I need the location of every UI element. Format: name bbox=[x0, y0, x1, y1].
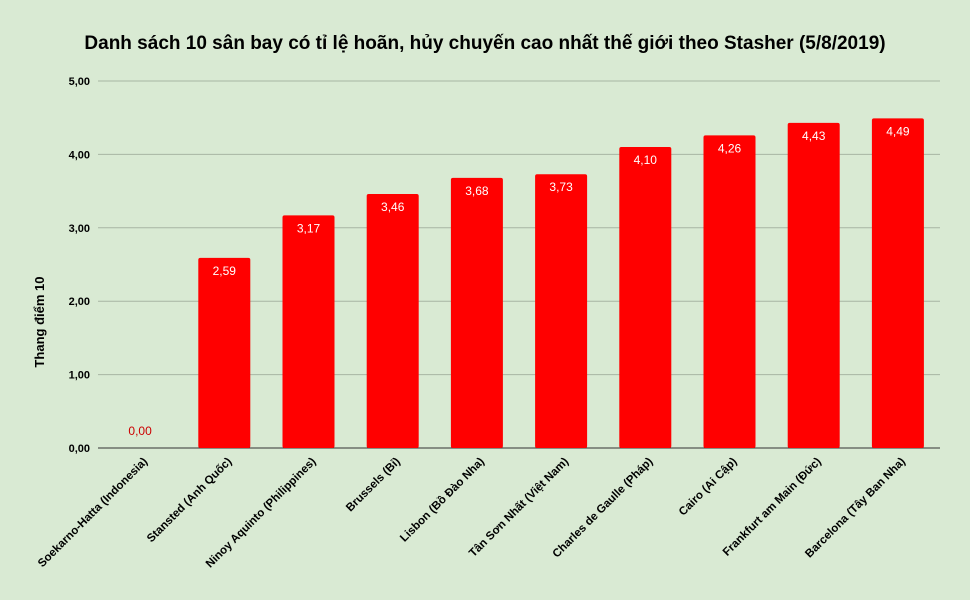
data-label: 3,17 bbox=[297, 221, 321, 235]
x-tick-label: Lisbon (Bồ Đào Nha) bbox=[398, 456, 487, 545]
bar bbox=[198, 257, 251, 448]
y-tick-label: 5,00 bbox=[69, 76, 90, 88]
x-tick-label: Soekarno-Hatta (Indonesia) bbox=[36, 456, 150, 570]
y-tick-label: 0,00 bbox=[69, 443, 90, 455]
x-tick-label: Brussels (Bỉ) bbox=[344, 456, 403, 515]
y-axis-label: Thang điểm 10 bbox=[32, 276, 47, 367]
x-tick-label: Tân Sơn Nhất (Việt Nam) bbox=[467, 456, 571, 560]
x-tick-label: Charles de Gaulle (Pháp) bbox=[551, 456, 656, 561]
x-tick-labels: Soekarno-Hatta (Indonesia)Stansted (Anh … bbox=[36, 456, 908, 571]
bar bbox=[619, 147, 672, 448]
x-tick-label: Barcelona (Tây Ban Nha) bbox=[803, 456, 908, 561]
data-label: 4,10 bbox=[634, 153, 658, 167]
data-label: 2,59 bbox=[213, 264, 237, 278]
bar bbox=[282, 215, 335, 448]
bar bbox=[366, 194, 419, 448]
bars bbox=[198, 118, 924, 449]
y-tick-label: 4,00 bbox=[69, 149, 90, 161]
data-label: 4,43 bbox=[802, 129, 826, 143]
bar bbox=[535, 174, 588, 448]
data-label: 4,49 bbox=[886, 124, 910, 138]
y-tick-label: 2,00 bbox=[69, 296, 90, 308]
x-tick-label: Cairo (Ai Cập) bbox=[677, 456, 740, 519]
x-tick-label: Stansted (Anh Quốc) bbox=[145, 456, 234, 545]
data-labels: 0,00 2,59 3,17 3,46 3,68 3,73 4,10 4,26 4,43 4,49 bbox=[128, 124, 909, 438]
y-tick-label: 1,00 bbox=[69, 370, 90, 382]
bar bbox=[703, 135, 756, 449]
bar bbox=[871, 118, 924, 449]
data-label: 4,26 bbox=[718, 141, 742, 155]
bar bbox=[787, 122, 840, 448]
y-tick-label: 3,00 bbox=[69, 223, 90, 235]
bar bbox=[450, 177, 503, 448]
y-tick-labels: 0,00 1,00 2,00 3,00 4,00 5,00 bbox=[69, 76, 90, 455]
x-tick-label: Frankfurt am Main (Đức) bbox=[721, 456, 824, 559]
chart-title: Danh sách 10 sân bay có tỉ lệ hoãn, hủy … bbox=[84, 33, 885, 54]
data-label: 3,46 bbox=[381, 200, 405, 214]
data-label: 3,68 bbox=[465, 184, 489, 198]
data-label: 3,73 bbox=[549, 180, 573, 194]
data-label: 0,00 bbox=[128, 424, 152, 438]
